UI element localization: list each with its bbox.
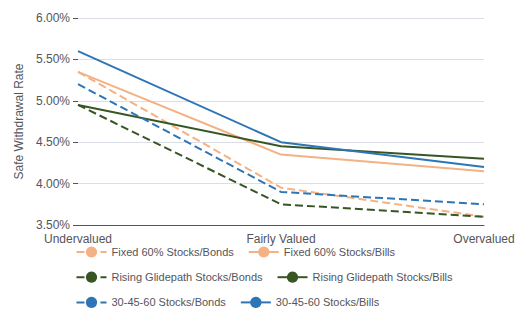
svg-text:Fixed 60% Stocks/Bills: Fixed 60% Stocks/Bills	[284, 246, 396, 258]
svg-text:4.00%: 4.00%	[36, 177, 70, 191]
svg-text:Rising Glidepath Stocks/Bills: Rising Glidepath Stocks/Bills	[313, 271, 454, 283]
svg-text:5.50%: 5.50%	[36, 52, 70, 66]
svg-text:Rising Glidepath Stocks/Bonds: Rising Glidepath Stocks/Bonds	[111, 271, 263, 283]
svg-text:6.00%: 6.00%	[36, 11, 70, 25]
svg-text:5.00%: 5.00%	[36, 94, 70, 108]
svg-text:Undervalued: Undervalued	[44, 232, 112, 246]
svg-text:Fixed 60% Stocks/Bonds: Fixed 60% Stocks/Bonds	[111, 246, 234, 258]
svg-text:30-45-60 Stocks/Bills: 30-45-60 Stocks/Bills	[276, 296, 380, 308]
svg-text:Fairly Valued: Fairly Valued	[246, 232, 315, 246]
svg-text:3.50%: 3.50%	[36, 218, 70, 232]
svg-text:30-45-60 Stocks/Bonds: 30-45-60 Stocks/Bonds	[111, 296, 226, 308]
svg-text:4.50%: 4.50%	[36, 135, 70, 149]
svg-text:Overvalued: Overvalued	[453, 232, 514, 246]
svg-text:Safe Withdrawal Rate: Safe Withdrawal Rate	[12, 63, 26, 179]
